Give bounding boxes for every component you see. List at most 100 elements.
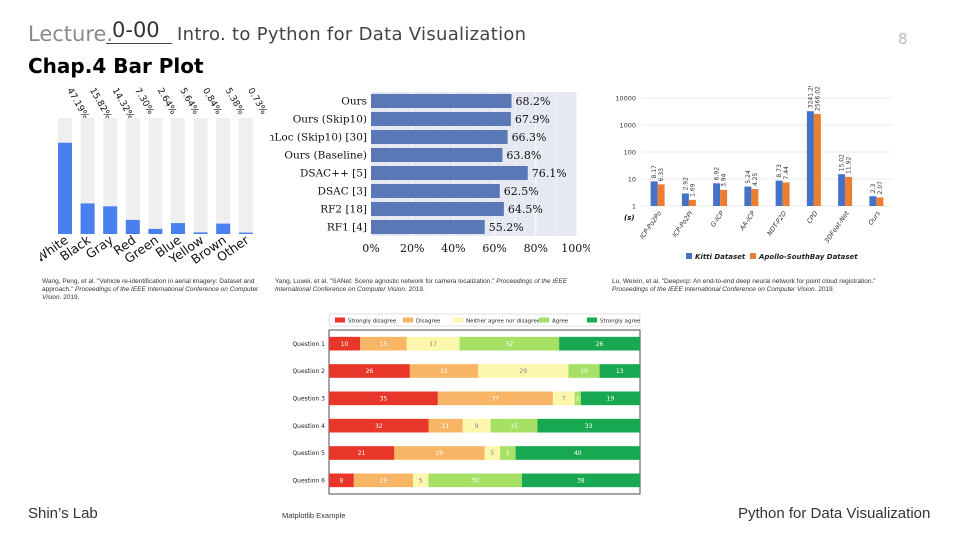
category-label: Question 6 <box>292 478 325 485</box>
value-label: 2.92 <box>682 177 689 191</box>
registration-time-chart: 1 10 100 1000 10000 8.17 6.33 ICP-Po2Po 2.92 1.69… <box>615 86 892 261</box>
category-label: NDT-P2D <box>765 210 788 238</box>
legend-label: Strongly agree <box>600 319 641 325</box>
bar-segment <box>515 446 640 460</box>
caption-chart3-year: . 2019. <box>814 286 835 293</box>
bar-segment <box>478 364 569 378</box>
bar <box>876 197 884 206</box>
bar <box>216 223 231 234</box>
segment-label: 13 <box>616 368 624 375</box>
lecture-label: Lecture. <box>28 22 114 46</box>
segment-label: 26 <box>366 368 374 375</box>
example-caption: Matplotlib Example <box>282 511 346 520</box>
value-label: 6.92 <box>714 167 721 181</box>
bar <box>681 193 689 206</box>
legend-label: Neither agree nor disagree <box>466 319 541 325</box>
survey-stacked-chart: Strongly disagree Disagree Neither agree n… <box>292 313 641 495</box>
y-tick-label: 1 <box>632 203 636 211</box>
bar-segment <box>462 418 491 433</box>
segment-label: 30 <box>471 478 479 485</box>
caption-chart2-text: Yang, Luwei, et al. "SANet: Scene agnost… <box>275 278 497 285</box>
value-label: 5.64% <box>177 87 200 117</box>
bar-segment <box>537 418 640 433</box>
bar <box>193 232 208 234</box>
value-label: 14.32% <box>110 87 136 122</box>
bar-segment <box>353 473 413 488</box>
caption-chart3-text: Lu, Weixin, et al. "Deepvcp: An end-to-e… <box>612 278 876 285</box>
segment-label: 38 <box>577 478 585 485</box>
category-label: AA-ICP <box>737 210 757 233</box>
bar-segment <box>484 446 501 460</box>
segment-label: 5 <box>490 450 494 457</box>
segment-label: 29 <box>520 368 528 375</box>
category-label: Question 3 <box>292 396 325 403</box>
bar-segment <box>568 364 600 378</box>
value-label: 15.02 <box>839 154 846 171</box>
bar-background <box>216 118 231 234</box>
segment-label: 5 <box>506 450 510 457</box>
bar <box>80 203 95 234</box>
segment-label: 8 <box>340 478 344 485</box>
bar <box>371 219 485 235</box>
bar-background <box>193 118 208 234</box>
category-label: InLoc (Skip10) [30] <box>270 132 367 144</box>
caption-chart1-text: Wang, Peng, et al. "Vehicle re-identific… <box>42 278 255 293</box>
caption-chart3-venue: Proceedings of the IEEE International Co… <box>612 286 815 293</box>
bar-segment <box>521 473 640 488</box>
bar-segment <box>437 391 553 406</box>
value-label: 8.17 <box>651 165 658 179</box>
page-number: 8 <box>898 30 908 48</box>
category-label: RF2 [18] <box>320 204 367 216</box>
legend-label: Agree <box>552 319 569 325</box>
value-label: 3.94 <box>721 173 728 187</box>
category-label: CPD <box>805 210 819 226</box>
legend-swatch <box>587 317 597 323</box>
value-label: 15.82% <box>87 87 113 122</box>
legend-swatch <box>453 317 463 323</box>
segment-label: 33 <box>585 423 593 430</box>
bar <box>869 196 877 206</box>
y-tick-label: 1000 <box>619 122 636 130</box>
category-label: Question 2 <box>292 368 325 375</box>
bar <box>371 147 503 163</box>
bar <box>238 232 253 234</box>
x-tick-label: 20% <box>400 242 424 255</box>
value-label: 67.9% <box>515 113 550 126</box>
category-label: DSAC++ [5] <box>300 168 367 180</box>
unit-label: (s) <box>624 214 635 222</box>
bar <box>657 184 665 206</box>
segment-label: 7 <box>562 396 566 403</box>
bar <box>103 206 118 234</box>
value-label: 11.92 <box>846 157 853 174</box>
x-tick-label: 100% <box>561 242 590 255</box>
caption-chart3: Lu, Weixin, et al. "Deepvcp: An end-to-e… <box>612 278 912 294</box>
bar-segment <box>428 473 522 488</box>
value-label: 2.07 <box>877 181 884 195</box>
bar-background <box>125 118 140 234</box>
segment-label: 32 <box>506 341 514 348</box>
category-label: RF1 [4] <box>327 222 367 234</box>
value-label: 5.24 <box>745 170 752 184</box>
segment-label: 10 <box>341 341 349 348</box>
segment-label: 26 <box>596 341 604 348</box>
category-label: 3DFeat-Net <box>823 209 851 244</box>
caption-chart2: Yang, Luwei, et al. "SANet: Scene agnost… <box>275 278 595 294</box>
bar-segment <box>360 336 407 351</box>
bar-background <box>238 118 253 234</box>
bar-background <box>148 118 163 234</box>
category-label: Ours (Skip10) <box>293 114 367 126</box>
legend-label: Strongly disagree <box>348 319 397 325</box>
value-label: 2566.02 <box>814 86 821 111</box>
category-label: ICP-Po2Po <box>638 210 663 241</box>
bar <box>813 113 821 206</box>
bar <box>650 181 658 206</box>
value-label: 5.38% <box>223 87 246 117</box>
bar-segment <box>329 446 395 460</box>
legend-label: Disagree <box>416 319 441 325</box>
bar-segment <box>428 418 463 433</box>
value-label: 0.73% <box>245 87 268 117</box>
segment-label: 32 <box>375 423 383 430</box>
lab-name: Shin’s Lab <box>28 505 98 522</box>
value-label: 64.5% <box>508 203 543 216</box>
legend-label: Kitti Dataset <box>695 253 746 261</box>
